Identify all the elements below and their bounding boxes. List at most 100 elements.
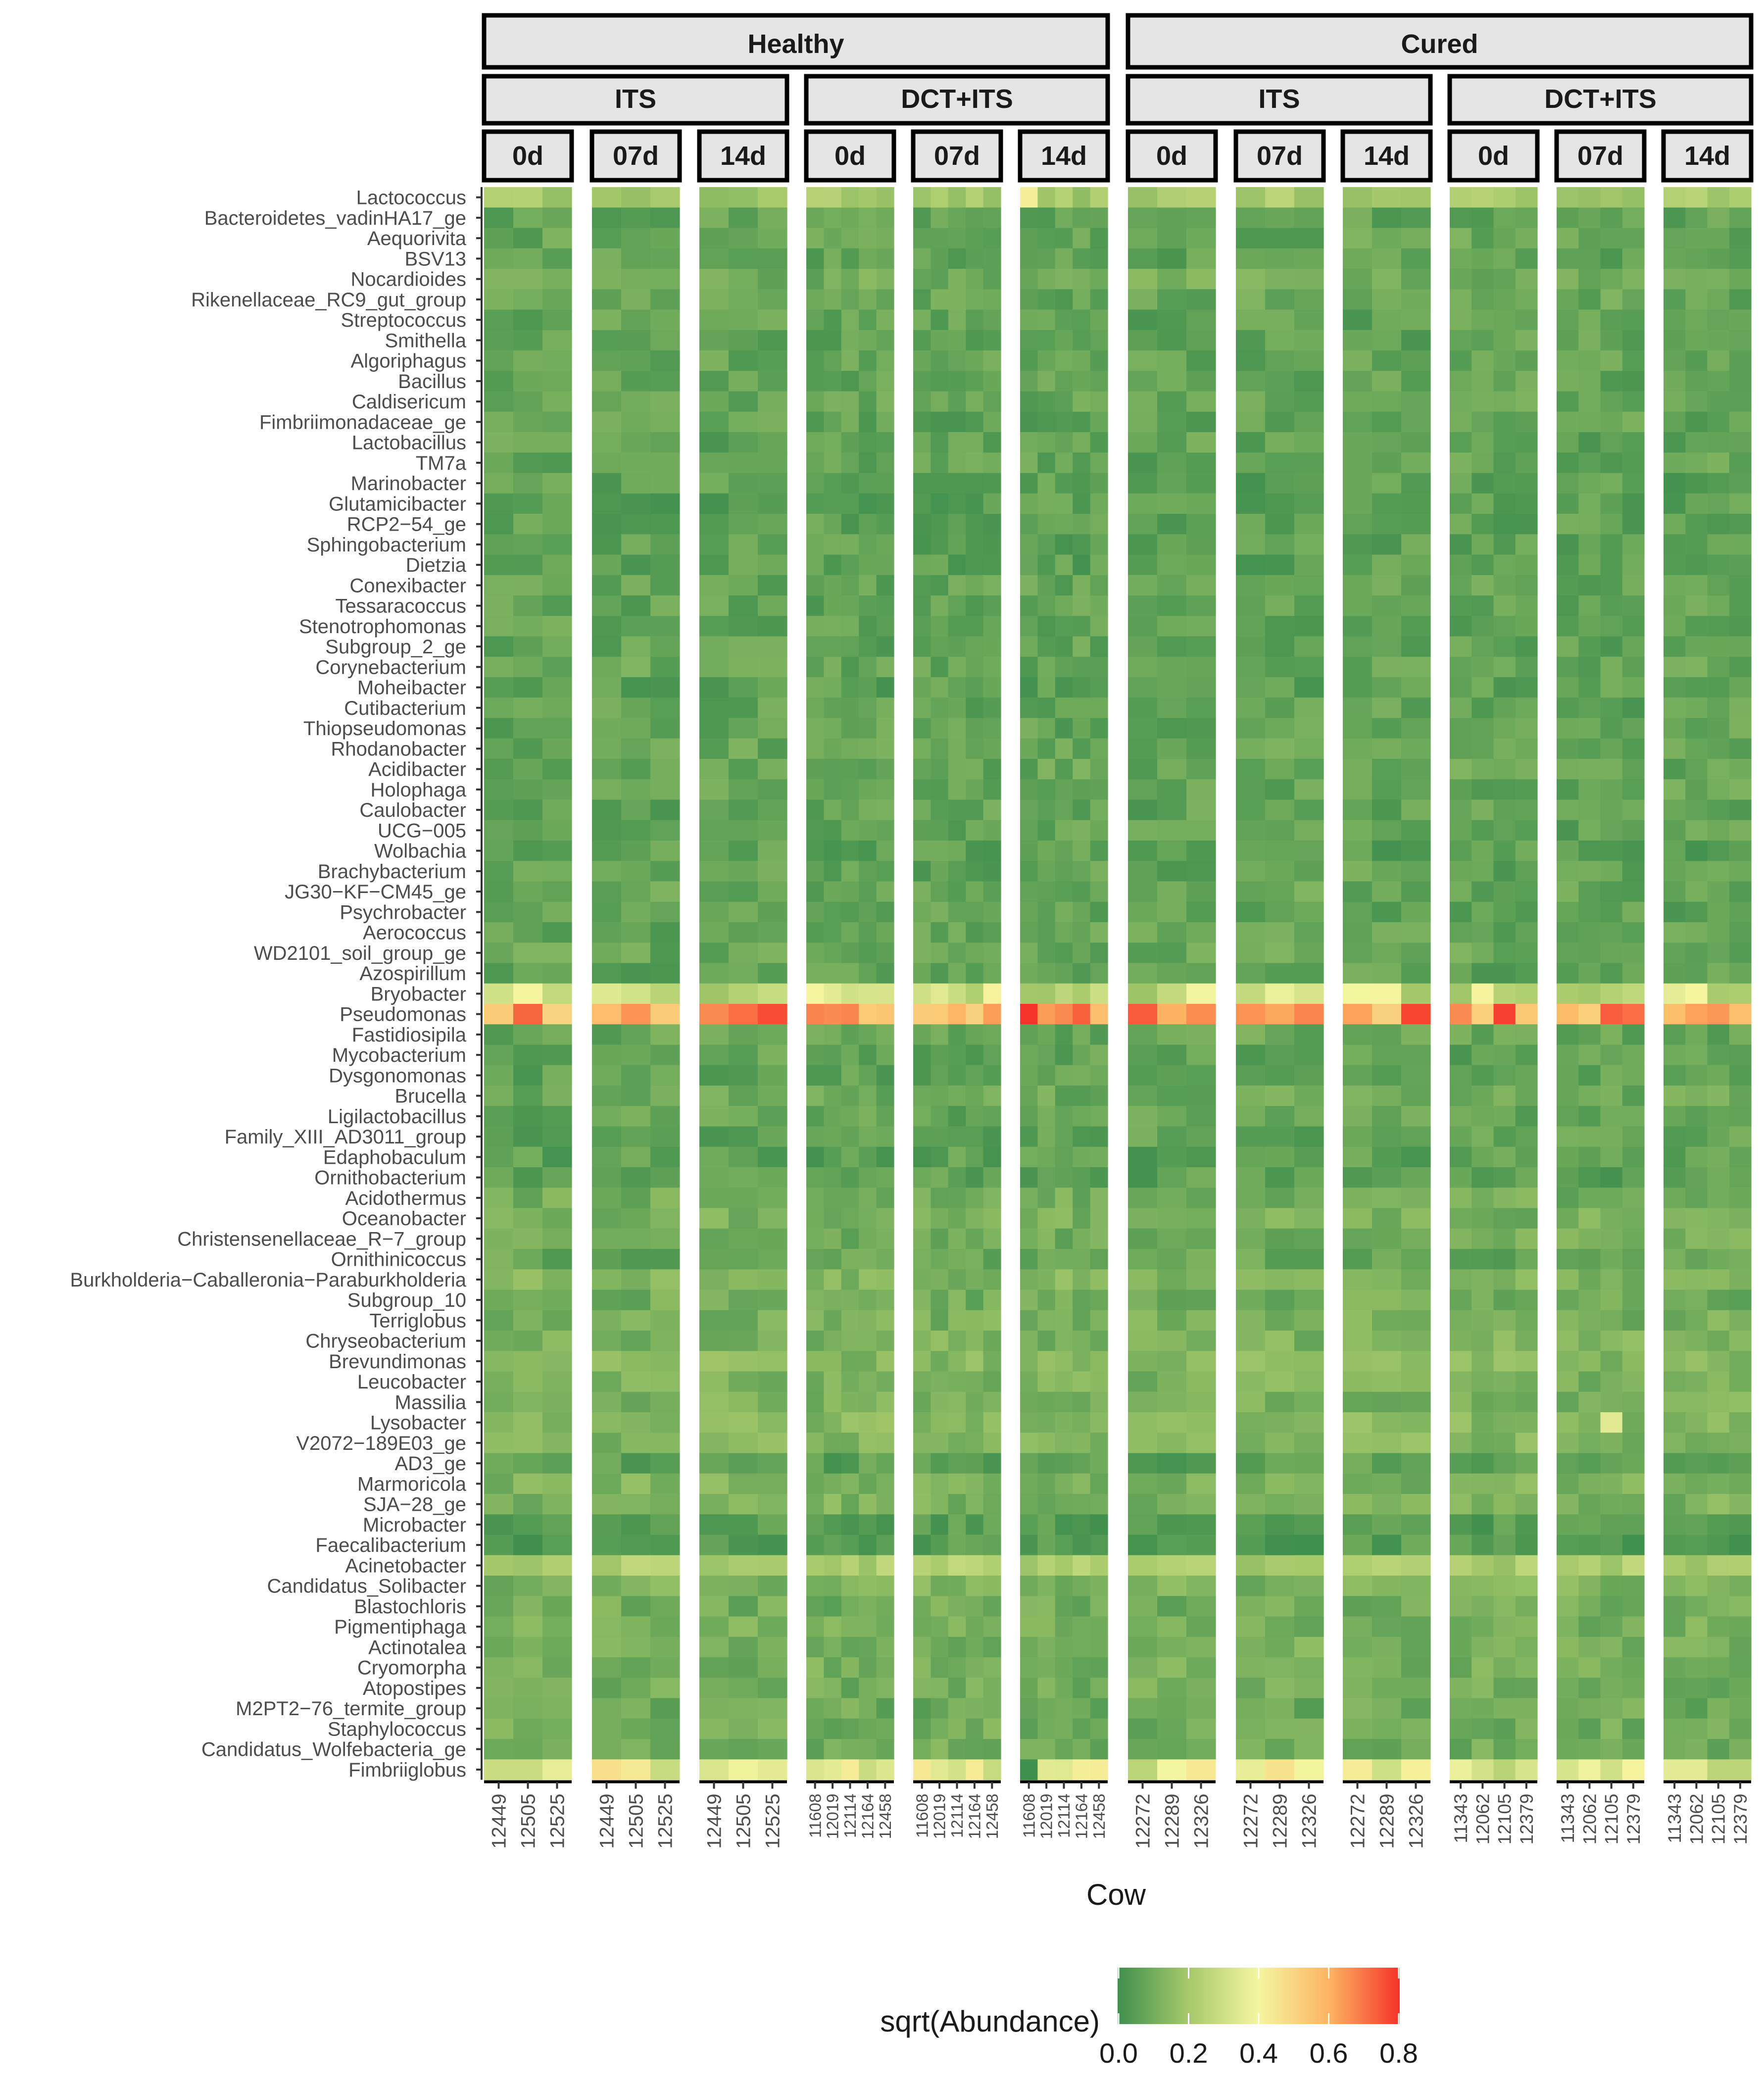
heatmap-cell (1622, 983, 1645, 1004)
heatmap-cell (1055, 554, 1073, 576)
heatmap-cell (1055, 534, 1073, 555)
heatmap-cell (1471, 1269, 1494, 1290)
heatmap-cell (1471, 1371, 1494, 1392)
genus-label: Subgroup_10 (347, 1289, 466, 1311)
heatmap-cell (1372, 697, 1402, 719)
heatmap-cell (966, 309, 984, 331)
heatmap-cell (699, 1412, 729, 1433)
heatmap-cell (513, 391, 543, 412)
heatmap-cell (1157, 1269, 1187, 1290)
heatmap-cell (841, 1433, 859, 1454)
heatmap-cell (1685, 1188, 1708, 1209)
heatmap-cell (1401, 1616, 1431, 1637)
heatmap-cell (1294, 350, 1324, 371)
heatmap-cell (1600, 514, 1623, 535)
heatmap-cell (484, 330, 514, 351)
heatmap-cell (1037, 1453, 1056, 1474)
heatmap-cell (1265, 473, 1295, 494)
heatmap-cell (513, 1310, 543, 1331)
heatmap-cell (1037, 616, 1056, 637)
heatmap-cell (1073, 411, 1091, 433)
heatmap-cell (983, 738, 1001, 759)
heatmap-cell (542, 799, 572, 821)
heatmap-cell (1265, 1208, 1295, 1229)
heatmap-cell (1685, 269, 1708, 290)
heatmap-cell (484, 473, 514, 494)
heatmap-cell (621, 1576, 651, 1596)
heatmap-cell (1450, 841, 1472, 861)
heatmap-cell (913, 269, 931, 290)
heatmap-cell (1073, 1616, 1091, 1637)
heatmap-cell (824, 1739, 842, 1760)
heatmap-cell (484, 1106, 514, 1127)
heatmap-cell (1493, 228, 1516, 249)
heatmap-cell (931, 248, 949, 269)
heatmap-cell (1557, 1004, 1579, 1025)
heatmap-cell (913, 1249, 931, 1270)
heatmap-cell (1372, 1616, 1402, 1637)
heatmap-cell (1157, 1453, 1187, 1474)
heatmap-cell (650, 1249, 680, 1270)
heatmap-cell (1294, 207, 1324, 229)
heatmap-cell (859, 391, 877, 412)
heatmap-cell (542, 738, 572, 759)
heatmap-cell (1729, 575, 1752, 596)
heatmap-cell (1557, 1739, 1579, 1760)
heatmap-cell (1186, 861, 1216, 882)
heatmap-cell (1294, 554, 1324, 576)
heatmap-cell (983, 575, 1001, 596)
heatmap-cell (1450, 452, 1472, 474)
heatmap-cell (1515, 1739, 1538, 1760)
heatmap-cell (1157, 901, 1187, 923)
heatmap-cell (621, 1555, 651, 1576)
heatmap-cell (824, 248, 842, 269)
heatmap-cell (1664, 1698, 1686, 1719)
heatmap-cell (484, 1331, 514, 1351)
heatmap-cell (1294, 881, 1324, 902)
heatmap-cell (913, 718, 931, 739)
heatmap-cell (1557, 942, 1579, 964)
heatmap-cell (1157, 1433, 1187, 1454)
heatmap-cell (542, 187, 572, 208)
heatmap-cell (1343, 1698, 1372, 1719)
heatmap-cell (1707, 1289, 1730, 1311)
heatmap-cell (859, 1555, 877, 1576)
heatmap-cell (513, 1576, 543, 1596)
heatmap-cell (1055, 1024, 1073, 1045)
heatmap-cell (1265, 697, 1295, 719)
heatmap-cell (1265, 411, 1295, 433)
heatmap-cell (1186, 901, 1216, 923)
heatmap-cell (1090, 554, 1108, 576)
heatmap-cell (1236, 636, 1266, 657)
heatmap-cell (729, 799, 758, 821)
heatmap-cell (1055, 1289, 1073, 1311)
heatmap-cell (1157, 718, 1187, 739)
heatmap-cell (513, 1044, 543, 1066)
heatmap-cell (542, 514, 572, 535)
heatmap-cell (1493, 1065, 1516, 1086)
heatmap-cell (876, 697, 894, 719)
heatmap-cell (1729, 1004, 1752, 1025)
heatmap-cell (1073, 901, 1091, 923)
heatmap-cell (1493, 452, 1516, 474)
heatmap-cell (1090, 1146, 1108, 1168)
heatmap-cell (1557, 330, 1579, 351)
heatmap-cell (1055, 1698, 1073, 1719)
heatmap-cell (1294, 942, 1324, 964)
heatmap-cell (1685, 309, 1708, 331)
heatmap-cell (1600, 1759, 1623, 1781)
heatmap-cell (859, 1739, 877, 1760)
heatmap-cell (983, 963, 1001, 984)
heatmap-cell (806, 575, 824, 596)
heatmap-cell (1037, 269, 1056, 290)
heatmap-cell (1401, 1636, 1431, 1658)
heatmap-cell (1055, 1453, 1073, 1474)
heatmap-cell (484, 575, 514, 596)
heatmap-cell (913, 493, 931, 514)
heatmap-cell (1578, 1146, 1601, 1168)
heatmap-cell (1020, 983, 1038, 1004)
heatmap-cell (1600, 1065, 1623, 1086)
heatmap-cell (1493, 1473, 1516, 1494)
heatmap-cell (542, 1453, 572, 1474)
heatmap-cell (729, 1249, 758, 1270)
